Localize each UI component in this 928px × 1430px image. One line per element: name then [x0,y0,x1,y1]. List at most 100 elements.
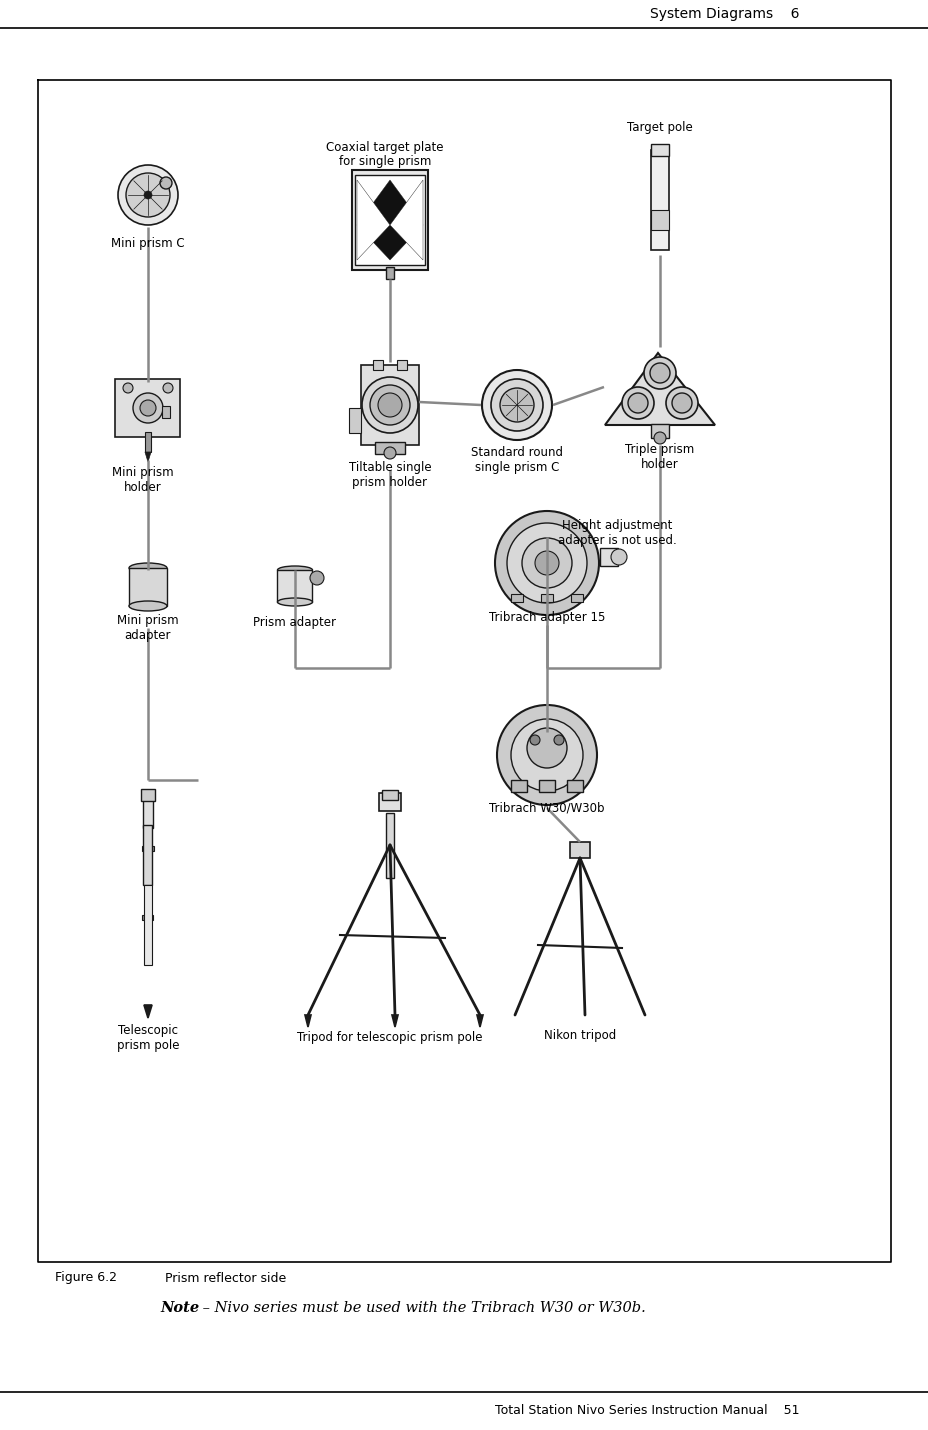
Circle shape [369,385,409,425]
Circle shape [118,164,178,225]
Text: Tripod for telescopic prism pole: Tripod for telescopic prism pole [297,1031,483,1044]
Polygon shape [476,1015,483,1027]
Circle shape [653,432,665,443]
Text: Tribrach adapter 15: Tribrach adapter 15 [488,611,604,623]
Circle shape [522,538,572,588]
Text: Figure 6.2: Figure 6.2 [55,1271,117,1284]
Circle shape [665,388,697,419]
Circle shape [144,192,152,199]
Circle shape [495,511,599,615]
Bar [566,779,583,792]
Text: Mini prism C: Mini prism C [111,236,185,249]
Circle shape [310,571,324,585]
Text: Nikon tripod: Nikon tripod [543,1028,615,1041]
Circle shape [650,363,669,383]
Bar [651,144,668,156]
Circle shape [126,173,170,217]
Text: Prism adapter: Prism adapter [253,615,336,629]
Circle shape [160,177,172,189]
Bar [540,593,552,602]
Circle shape [622,388,653,419]
Text: Tribrach W30/W30b: Tribrach W30/W30b [489,801,604,815]
Text: Tiltable single
prism holder: Tiltable single prism holder [348,460,431,489]
Circle shape [611,549,626,565]
Bar [142,845,154,851]
Bar [599,548,617,566]
Bar [143,792,153,828]
Text: Triple prism
holder: Triple prism holder [625,443,694,470]
Text: Total Station Nivo Series Instruction Manual    51: Total Station Nivo Series Instruction Ma… [495,1403,799,1417]
Bar [142,915,153,919]
Bar [144,885,152,965]
Bar [161,406,170,418]
Circle shape [383,448,395,459]
Polygon shape [390,180,422,260]
Text: – Nivo series must be used with the Tribrach W30 or W30b.: – Nivo series must be used with the Trib… [198,1301,645,1316]
Circle shape [140,400,156,416]
Text: Coaxial target plate: Coaxial target plate [326,140,444,153]
Circle shape [122,383,133,393]
Bar [651,425,668,438]
Polygon shape [392,1015,397,1027]
Bar [373,360,382,370]
Circle shape [526,728,566,768]
Text: Mini prism
holder: Mini prism holder [112,466,174,493]
Text: Mini prism
adapter: Mini prism adapter [117,613,178,642]
Text: Telescopic
prism pole: Telescopic prism pole [117,1024,179,1052]
Circle shape [491,379,542,430]
Bar [651,150,668,250]
Circle shape [496,705,597,805]
Bar [143,825,152,885]
Polygon shape [356,225,422,260]
Circle shape [671,393,691,413]
Ellipse shape [277,598,312,606]
Bar [115,379,180,438]
Bar [386,812,393,878]
Bar [510,593,522,602]
Polygon shape [356,180,390,260]
Circle shape [499,388,534,422]
Bar [361,365,419,445]
Polygon shape [604,353,715,425]
Polygon shape [304,1015,311,1027]
Ellipse shape [277,566,312,573]
Bar [145,432,151,452]
Bar [141,789,155,801]
Circle shape [162,383,173,393]
Bar [651,210,668,230]
Circle shape [535,551,559,575]
Bar [510,779,526,792]
Bar [129,568,167,606]
Circle shape [507,523,586,603]
Ellipse shape [129,601,167,611]
Bar [354,174,424,265]
Circle shape [362,378,418,433]
Circle shape [482,370,551,440]
Bar [379,794,401,811]
Text: for single prism: for single prism [339,154,431,167]
Circle shape [510,719,583,791]
Bar [375,442,405,453]
Polygon shape [144,1005,152,1018]
Text: Prism reflector side: Prism reflector side [165,1271,286,1284]
Text: Standard round
single prism C: Standard round single prism C [470,446,562,473]
Circle shape [627,393,648,413]
Bar [381,789,397,799]
Bar [570,842,589,858]
Text: Height adjustment: Height adjustment [561,519,672,532]
Bar [352,170,428,270]
Circle shape [643,358,676,389]
Polygon shape [145,452,151,462]
Circle shape [553,735,563,745]
Bar [277,571,312,602]
Text: Note: Note [160,1301,199,1316]
Circle shape [530,735,539,745]
Bar [349,408,361,432]
Circle shape [378,393,402,418]
Bar [571,593,583,602]
Bar [396,360,406,370]
Text: System Diagrams    6: System Diagrams 6 [650,7,799,21]
Polygon shape [356,180,422,225]
Text: adapter is not used.: adapter is not used. [557,533,676,546]
Bar [386,267,393,279]
